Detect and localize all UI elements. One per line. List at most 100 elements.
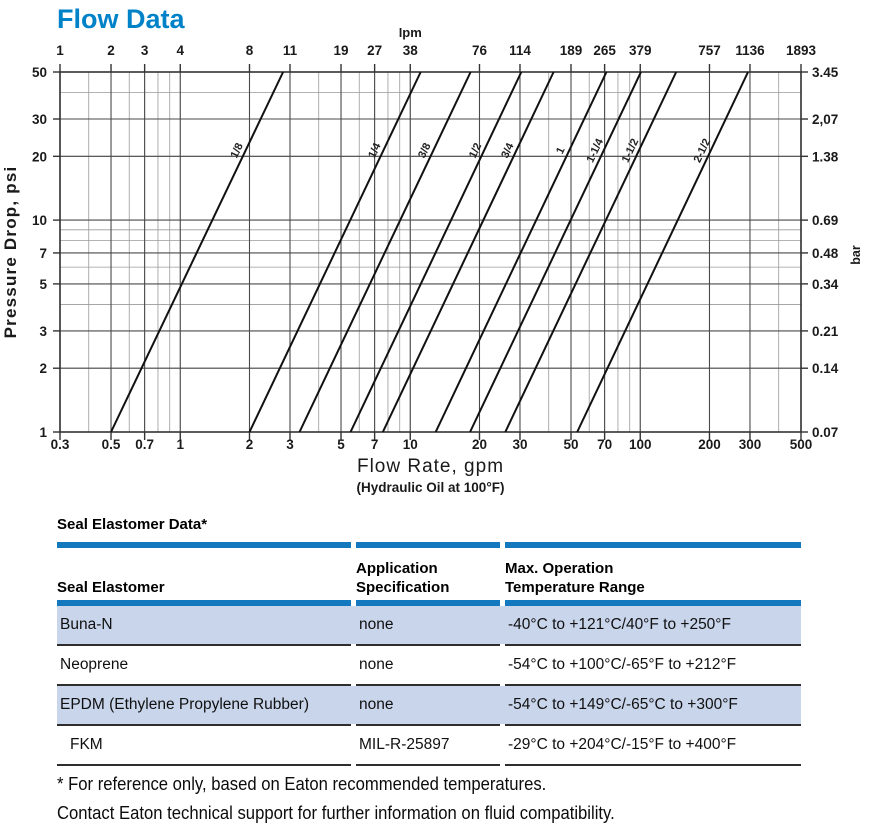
top-tick-label: 1: [56, 43, 64, 58]
top-tick-label: 8: [246, 43, 254, 58]
table-row: FKM MIL-R-25897 -29°C to +204°C/-15°F to +…: [57, 726, 801, 764]
bottom-tick-label: 70: [597, 437, 612, 452]
chart-axis-ticks: [53, 64, 808, 440]
header-line: Seal Elastomer: [57, 578, 165, 596]
table-row: EPDM (Ethylene Propylene Rubber) none -54°…: [57, 686, 801, 724]
cell-spec: none: [359, 616, 394, 633]
curve-label-1/2: 1/2: [467, 141, 484, 160]
chart-curves: [110, 71, 749, 433]
left-tick-label: 50: [32, 65, 47, 80]
cell-temp: -54°C to +149°C/-65°C to +300°F: [508, 696, 738, 713]
bottom-tick-label: 2: [246, 437, 254, 452]
curve-3/4: [381, 71, 555, 433]
curve-label-1/4: 1/4: [366, 140, 384, 160]
bottom-tick-label: 200: [698, 437, 721, 452]
cell-temp: -29°C to +204°C/-15°F to +400°F: [508, 736, 737, 753]
top-tick-label: 38: [403, 43, 419, 58]
table-heading: Seal Elastomer Data*: [57, 516, 208, 533]
rule-segment: [505, 724, 801, 726]
right-tick-label: 0.34: [812, 277, 839, 292]
top-tick-label: 4: [177, 43, 185, 58]
left-tick-label: 7: [39, 246, 47, 261]
chart-tick-labels: 1 0.3 2 0.5 3 0.7 4 1 8 2 11 3 19 5 27 7 38 10 76 20 114 30 18…: [32, 43, 839, 452]
rule-segment: [356, 724, 500, 726]
top-tick-label: 76: [472, 43, 488, 58]
rule-segment: [57, 600, 351, 606]
header-line: Max. Operation: [505, 559, 614, 577]
page-title: Flow Data: [57, 4, 185, 34]
x-axis-note: (Hydraulic Oil at 100°F): [357, 480, 505, 495]
top-tick-label: 114: [509, 43, 531, 58]
cell-spec: none: [359, 656, 394, 673]
rule-segment: [57, 764, 351, 766]
rule-segment: [356, 542, 500, 548]
footnote-line-2: Contact Eaton technical support for furt…: [57, 801, 615, 823]
bottom-tick-label: 30: [512, 437, 527, 452]
left-tick-label: 5: [39, 277, 47, 292]
top-tick-label: 3: [141, 43, 149, 58]
x-axis-label: Flow Rate, gpm: [357, 456, 504, 477]
curve-2-1/2: [576, 71, 749, 433]
bottom-tick-label: 0.3: [51, 437, 70, 452]
rule-segment: [356, 600, 500, 606]
flow-chart: 1 0.3 2 0.5 3 0.7 4 1 8 2 11 3 19 5 27 7 38 10 76 20 114 30 18…: [1, 28, 863, 495]
left-tick-label: 20: [32, 149, 47, 164]
cell-elastomer: Neoprene: [60, 656, 129, 673]
right-tick-label: 0.14: [812, 361, 839, 376]
right-tick-label: 0.69: [812, 213, 838, 228]
rule-segment: [57, 542, 351, 548]
header-line: Specification: [356, 578, 450, 596]
header-line: Temperature Range: [505, 578, 645, 596]
right-tick-label: 2,07: [812, 112, 838, 127]
bottom-tick-label: 3: [286, 437, 294, 452]
top-tick-label: 27: [367, 43, 382, 58]
bottom-tick-label: 300: [739, 437, 762, 452]
table-rows: Buna-N none -40°C to +121°C/40°F to +250°F…: [57, 606, 801, 766]
table-header-row: Seal Elastomer Application Specification…: [57, 548, 801, 600]
rule-segment: [505, 684, 801, 686]
bottom-tick-label: 5: [337, 437, 345, 452]
left-tick-label: 2: [39, 361, 47, 376]
footnote-line-1: * For reference only, based on Eaton rec…: [57, 773, 547, 794]
top-tick-label: 189: [560, 43, 583, 58]
curve-3/8: [298, 71, 472, 433]
bottom-tick-label: 0.7: [135, 437, 154, 452]
col-header-application-spec: Application Specification: [356, 559, 505, 600]
bottom-tick-label: 500: [790, 437, 813, 452]
top-tick-label: 1893: [786, 43, 817, 58]
header-rule-top: [57, 542, 801, 548]
table-row: Buna-N none -40°C to +121°C/40°F to +250°F: [57, 606, 801, 644]
curve-1-1/2: [504, 71, 678, 433]
cell-elastomer: Buna-N: [60, 616, 113, 633]
rule-segment: [356, 684, 500, 686]
row-separator: [57, 644, 801, 646]
rule-segment: [505, 542, 801, 548]
row-separator: [57, 764, 801, 766]
top-tick-label: 265: [593, 43, 616, 58]
top-tick-label: 379: [629, 43, 652, 58]
curve-1/8: [110, 71, 285, 433]
curve-1/2: [349, 71, 523, 433]
left-tick-label: 1: [39, 425, 47, 440]
curve-label-3/8: 3/8: [416, 141, 433, 160]
chart-grid-major: [59, 71, 802, 433]
bottom-tick-label: 0.5: [102, 437, 121, 452]
seal-elastomer-table: Seal Elastomer Data* Seal Elastomer Appl…: [57, 516, 801, 766]
rule-segment: [356, 644, 500, 646]
bottom-tick-label: 20: [472, 437, 487, 452]
y-axis-label: Pressure Drop, psi: [1, 166, 20, 339]
top-tick-label: 19: [334, 43, 349, 58]
curve-1/4: [248, 71, 422, 433]
cell-spec: none: [359, 696, 394, 713]
rule-segment: [505, 764, 801, 766]
chart-border: [59, 71, 802, 433]
table-row: Neoprene none -54°C to +100°C/-65°F to +21…: [57, 646, 801, 684]
right-tick-label: 1.38: [812, 149, 839, 164]
left-tick-label: 3: [39, 324, 47, 339]
chart-grid-minor: [59, 71, 802, 433]
rule-segment: [57, 644, 351, 646]
left-tick-label: 10: [32, 213, 47, 228]
right-tick-label: 3.45: [812, 65, 839, 80]
top-tick-label: 11: [283, 43, 298, 58]
